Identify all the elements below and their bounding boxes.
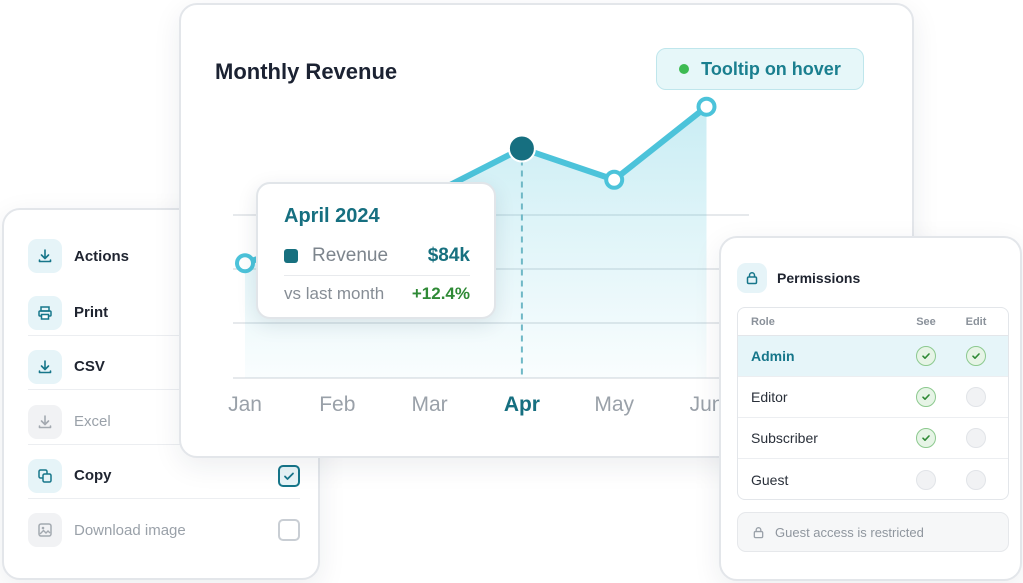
x-tick-label: Feb	[319, 393, 355, 416]
chart-title: Monthly Revenue	[215, 59, 398, 84]
action-excel-label: Excel	[74, 413, 111, 430]
data-point	[235, 253, 255, 274]
column-role: Role	[751, 315, 775, 328]
table-header: Role See Edit	[738, 308, 1008, 336]
x-tick-label: Mar	[412, 393, 448, 416]
see-check-icon[interactable]	[916, 387, 936, 407]
guest-restriction-note: Guest access is restricted	[737, 512, 1009, 552]
action-print[interactable]: Print	[28, 290, 300, 336]
see-empty-toggle[interactable]	[916, 469, 936, 490]
role-name: Editor	[751, 389, 788, 405]
action-copy-label: Copy	[74, 467, 112, 484]
download-icon	[28, 349, 62, 384]
image-icon	[28, 513, 62, 547]
checkmark-icon	[284, 472, 294, 480]
action-download-image-label: Download image	[74, 521, 186, 539]
tooltip-compare-label: vs last month	[284, 284, 385, 303]
column-edit: Edit	[965, 315, 987, 328]
action-excel[interactable]: Excel	[28, 399, 300, 445]
lock-icon	[753, 526, 764, 538]
data-point	[604, 169, 625, 190]
tooltip-title: April 2024	[284, 205, 380, 227]
permissions-table: Role See Edit Admin Editor Subscriber Gu…	[737, 307, 1009, 500]
table-row[interactable]: Subscriber	[738, 418, 1008, 459]
permissions-title: Permissions	[777, 270, 861, 286]
permissions-header: Permissions	[737, 263, 860, 293]
series-swatch-icon	[284, 248, 298, 263]
tooltip-compare-value: +12.4%	[411, 284, 470, 303]
action-csv[interactable]: CSV	[28, 344, 300, 390]
x-tick-label: Jun	[690, 393, 724, 416]
action-download-image[interactable]: Download image	[28, 507, 300, 553]
download-icon	[28, 239, 62, 273]
status-dot-icon	[679, 64, 690, 74]
guest-note-text: Guest access is restricted	[775, 524, 924, 540]
column-see: See	[916, 315, 936, 328]
action-copy[interactable]: Copy	[28, 453, 300, 499]
copy-checkbox[interactable]	[278, 464, 300, 487]
tooltip-series-value: $84k	[427, 244, 470, 266]
see-check-icon[interactable]	[916, 428, 936, 448]
edit-empty-toggle[interactable]	[966, 428, 986, 448]
x-tick-label: Jan	[228, 393, 262, 416]
actions-header-label: Actions	[74, 247, 130, 265]
x-tick-label: May	[594, 393, 634, 416]
edit-check-icon[interactable]	[966, 346, 986, 366]
x-tick-label: Apr	[504, 393, 540, 416]
printer-icon	[28, 295, 62, 330]
download-icon	[28, 404, 62, 439]
actions-header: Actions	[28, 233, 300, 279]
table-row[interactable]: Admin	[738, 336, 1008, 377]
data-point	[696, 96, 717, 117]
edit-empty-toggle[interactable]	[966, 469, 986, 490]
table-row[interactable]: Editor	[738, 377, 1008, 418]
tooltip-revenue-row: Revenue $84k	[284, 236, 470, 276]
see-check-icon[interactable]	[916, 346, 936, 366]
table-row[interactable]: Guest	[738, 459, 1008, 499]
tooltip-compare-row: vs last month +12.4%	[284, 284, 470, 304]
data-point-active	[507, 134, 536, 163]
action-csv-label: CSV	[74, 358, 105, 375]
role-name: Guest	[751, 471, 789, 488]
tooltip-series-label: Revenue	[312, 244, 389, 266]
tooltip-badge-label: Tooltip on hover	[701, 58, 841, 79]
permissions-panel: Permissions Role See Edit Admin Editor S…	[719, 236, 1022, 581]
chart-tooltip: April 2024 Revenue $84k vs last month +1…	[256, 182, 496, 319]
lock-icon	[737, 263, 767, 293]
role-name: Admin	[751, 348, 795, 364]
action-print-label: Print	[74, 304, 109, 321]
download-image-checkbox[interactable]	[278, 519, 300, 541]
copy-icon	[28, 458, 62, 493]
edit-empty-toggle[interactable]	[966, 387, 986, 407]
role-name: Subscriber	[751, 430, 818, 446]
tooltip-badge: Tooltip on hover	[656, 48, 864, 90]
